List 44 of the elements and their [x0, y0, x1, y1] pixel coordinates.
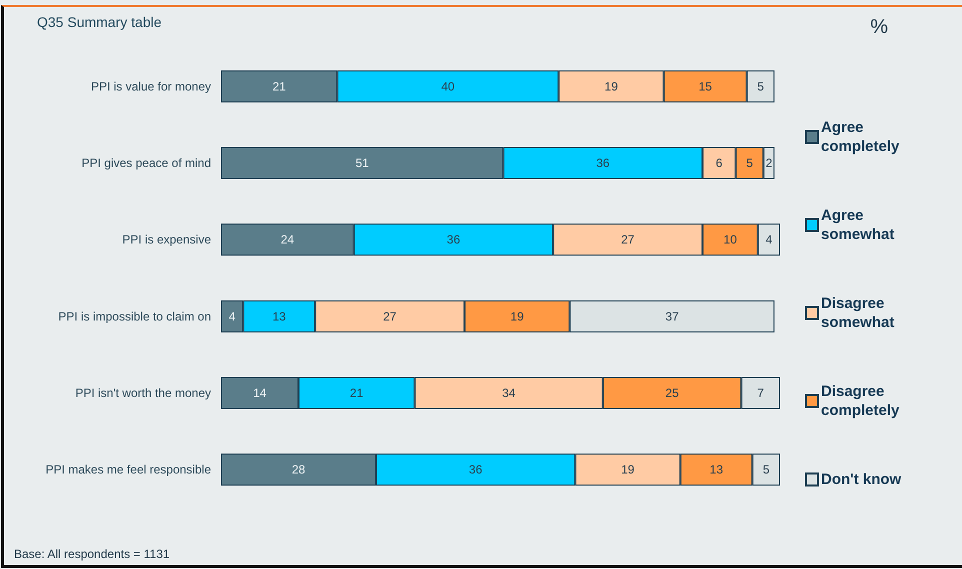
legend-label: Agree somewhat [821, 207, 894, 243]
data-label: 28 [292, 462, 306, 477]
data-label: 24 [280, 232, 294, 247]
data-label: 19 [621, 462, 635, 477]
text: % [870, 16, 888, 38]
data-label: 37 [665, 309, 680, 324]
data-label: 19 [604, 79, 618, 94]
text: Base: All respondents = 1131 [14, 547, 170, 561]
data-label: 5 [757, 79, 764, 94]
data-label: 5 [746, 156, 754, 170]
text: Q35 Summary table [37, 14, 162, 30]
data-label: 6 [716, 156, 723, 170]
y-tick-label: PPI is value for money [90, 79, 211, 94]
data-label: 36 [446, 232, 460, 247]
data-label: 7 [757, 386, 764, 400]
data-label: 51 [355, 156, 370, 170]
data-label: 40 [441, 79, 455, 94]
legend-label: Disagree somewhat [821, 295, 894, 331]
legend-label: Disagree completely [821, 383, 900, 419]
y-tick-label: PPI gives peace of mind [82, 156, 211, 170]
y-tick-label: PPI isn't worth the money [75, 386, 211, 400]
y-tick-label: PPI is expensive [122, 232, 212, 247]
data-label: 25 [665, 386, 680, 400]
data-label: 21 [350, 386, 364, 400]
data-label: 2 [766, 156, 773, 170]
data-label: 15 [698, 79, 712, 94]
data-label: 27 [383, 309, 397, 324]
data-label: 36 [596, 156, 610, 170]
data-label: 10 [724, 232, 738, 247]
legend-label: Agree completely [821, 119, 900, 155]
data-label: 5 [762, 462, 770, 477]
legend-label: Don't know [821, 471, 902, 488]
y-tick-label: PPI makes me feel responsible [46, 462, 212, 477]
data-label: 36 [468, 462, 483, 477]
data-label: 19 [510, 309, 524, 324]
data-label: 13 [272, 309, 286, 324]
data-label: 4 [228, 309, 236, 324]
data-label: 14 [253, 386, 267, 400]
data-label: 27 [621, 232, 635, 247]
y-tick-label: PPI is impossible to claim on [58, 309, 211, 324]
data-label: 21 [272, 79, 286, 94]
data-label: 4 [766, 232, 773, 247]
data-label: 34 [502, 386, 516, 400]
data-label: 13 [710, 462, 724, 477]
